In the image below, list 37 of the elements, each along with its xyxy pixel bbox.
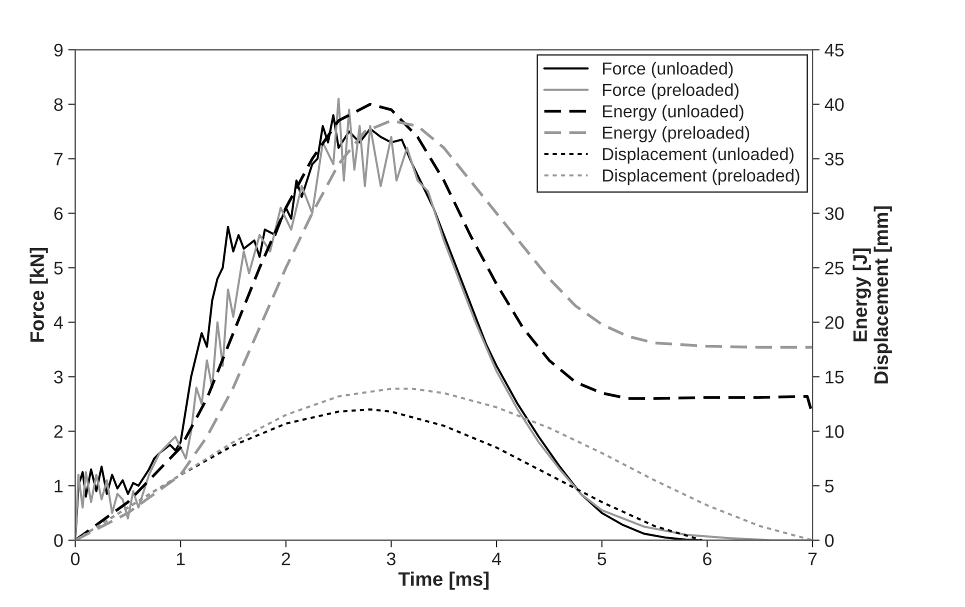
x-tick-label: 5 (598, 552, 606, 566)
legend-label: Force (preloaded) (603, 83, 739, 100)
y-tick-label: 2 (54, 425, 63, 438)
x-tick-label: 7 (808, 552, 817, 566)
y-tick-label: 8 (54, 98, 63, 111)
y2-tick-label: 0 (825, 534, 834, 547)
y2-tick-label: 35 (825, 152, 844, 166)
y2-tick-label: 5 (825, 480, 834, 492)
legend-label: Force (unloaded) (603, 62, 733, 78)
x-tick-label: 2 (282, 552, 290, 566)
y-axis-title: Force [kN] (30, 248, 48, 342)
y2-tick-label: 30 (825, 207, 844, 220)
legend-label: Displacement (unloaded) (603, 147, 794, 164)
x-tick-label: 4 (492, 552, 502, 566)
legend-label: Displacement (preloaded) (603, 168, 800, 186)
y2-tick-label: 25 (825, 262, 844, 274)
legend-label: Energy (preloaded) (603, 126, 750, 142)
legend-label: Energy (unloaded) (603, 104, 744, 121)
y-tick-label: 1 (54, 480, 63, 492)
x-axis-title: Time [ms] (398, 572, 489, 590)
y-tick-label: 5 (54, 262, 63, 274)
y-tick-label: 7 (54, 152, 63, 166)
y2-tick-label: 20 (825, 316, 844, 329)
y-tick-label: 4 (54, 316, 63, 329)
x-tick-label: 0 (70, 552, 80, 566)
y2-tick-label: 40 (824, 98, 844, 111)
y2-tick-label: 45 (824, 44, 844, 56)
y-tick-label: 0 (54, 534, 63, 547)
y2-tick-label: 15 (826, 370, 844, 384)
y-tick-label: 9 (54, 44, 63, 56)
x-tick-label: 6 (703, 552, 712, 566)
y-tick-label: 6 (54, 207, 63, 220)
x-tick-label: 1 (176, 552, 185, 566)
y2-axis-title: Energy [J] Displacement [mm] (852, 206, 892, 384)
y2-tick-label: 10 (826, 425, 844, 438)
x-tick-label: 3 (386, 552, 396, 566)
y-tick-label: 3 (54, 370, 63, 384)
